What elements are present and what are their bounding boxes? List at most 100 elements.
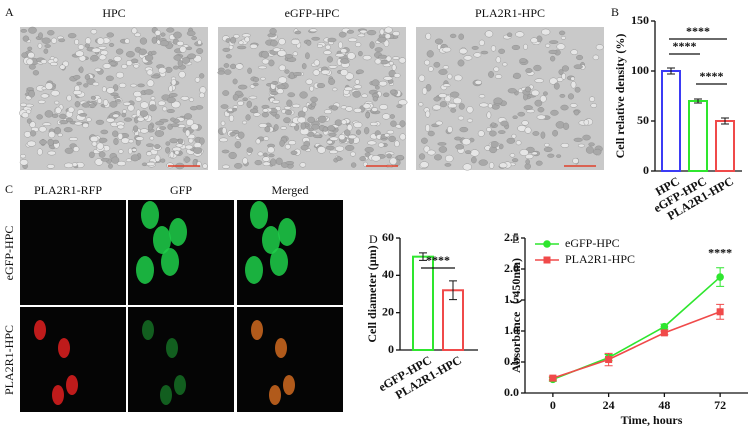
cell	[92, 81, 100, 87]
cell	[445, 154, 454, 163]
cell	[374, 58, 382, 65]
cell	[46, 164, 55, 169]
cell	[74, 101, 81, 108]
marker	[605, 356, 613, 364]
fluorescent-cell	[136, 256, 154, 284]
cell	[123, 117, 133, 122]
cell	[560, 36, 566, 40]
cell	[534, 78, 544, 83]
cell	[242, 97, 248, 102]
cell	[539, 95, 547, 103]
cell	[85, 117, 92, 122]
cell	[335, 145, 345, 152]
cell	[369, 41, 375, 49]
y-tick-label: 100	[631, 63, 649, 77]
cell	[245, 114, 251, 121]
cell	[309, 85, 314, 92]
cell	[27, 52, 35, 59]
cell	[47, 150, 56, 156]
cell	[166, 96, 176, 104]
cell	[537, 107, 545, 113]
cell	[100, 50, 109, 56]
cell	[233, 34, 240, 39]
cell	[384, 26, 393, 34]
cell	[134, 32, 141, 37]
column-title: Merged	[271, 183, 308, 197]
cell	[438, 93, 447, 98]
cell	[44, 110, 54, 118]
cell	[159, 40, 169, 47]
cell	[576, 54, 584, 61]
cell	[341, 119, 347, 125]
cell	[150, 74, 160, 79]
cell	[124, 38, 130, 44]
cell	[284, 144, 291, 150]
cell	[299, 162, 307, 168]
cell	[371, 79, 380, 87]
x-tick-label: 24	[603, 398, 615, 412]
cell	[234, 141, 242, 149]
cell	[317, 146, 326, 154]
cell	[427, 130, 435, 137]
cell	[556, 154, 562, 158]
significance: ****	[708, 246, 732, 260]
cell	[380, 59, 389, 65]
cell	[48, 131, 56, 139]
cell	[89, 103, 96, 109]
cell	[367, 30, 377, 36]
cell	[383, 76, 393, 81]
cell	[348, 134, 357, 140]
cell	[249, 108, 259, 114]
cell	[221, 149, 230, 154]
cell	[173, 31, 182, 39]
cell	[20, 102, 27, 107]
cell	[433, 96, 441, 102]
cell	[102, 99, 109, 106]
cell	[187, 53, 196, 59]
cell	[43, 48, 49, 54]
cell	[384, 133, 390, 138]
cell	[340, 69, 349, 76]
cell	[146, 151, 153, 157]
cell	[175, 143, 184, 148]
cell	[91, 47, 101, 53]
cell	[543, 146, 553, 152]
cell	[434, 154, 442, 161]
cell	[252, 82, 259, 87]
cell	[307, 116, 316, 123]
cell	[350, 162, 357, 168]
cell	[442, 83, 451, 87]
cell	[174, 150, 180, 155]
cell	[64, 162, 74, 169]
cell	[583, 119, 590, 126]
cell	[151, 50, 157, 55]
cell	[96, 37, 105, 45]
cell	[268, 59, 275, 67]
cell	[168, 85, 174, 93]
cell	[91, 141, 98, 147]
cell	[500, 120, 509, 127]
column-title: PLA2R1-RFP	[34, 183, 102, 197]
cell	[498, 143, 504, 150]
cell	[506, 32, 513, 38]
cell	[486, 111, 492, 119]
cell	[474, 80, 482, 85]
cell	[45, 82, 53, 90]
cell	[569, 103, 578, 108]
cell	[264, 126, 271, 133]
cell	[382, 113, 391, 120]
cell	[170, 123, 180, 128]
cell	[85, 37, 92, 45]
cell	[545, 43, 551, 48]
cell	[300, 145, 309, 151]
cell	[347, 52, 356, 60]
cell	[90, 95, 96, 100]
cell	[340, 48, 348, 54]
cell	[139, 37, 148, 45]
cell	[316, 83, 326, 89]
cell	[340, 58, 350, 64]
cell	[278, 38, 286, 46]
cell	[75, 50, 84, 57]
cell	[111, 156, 120, 164]
cell	[58, 38, 66, 43]
